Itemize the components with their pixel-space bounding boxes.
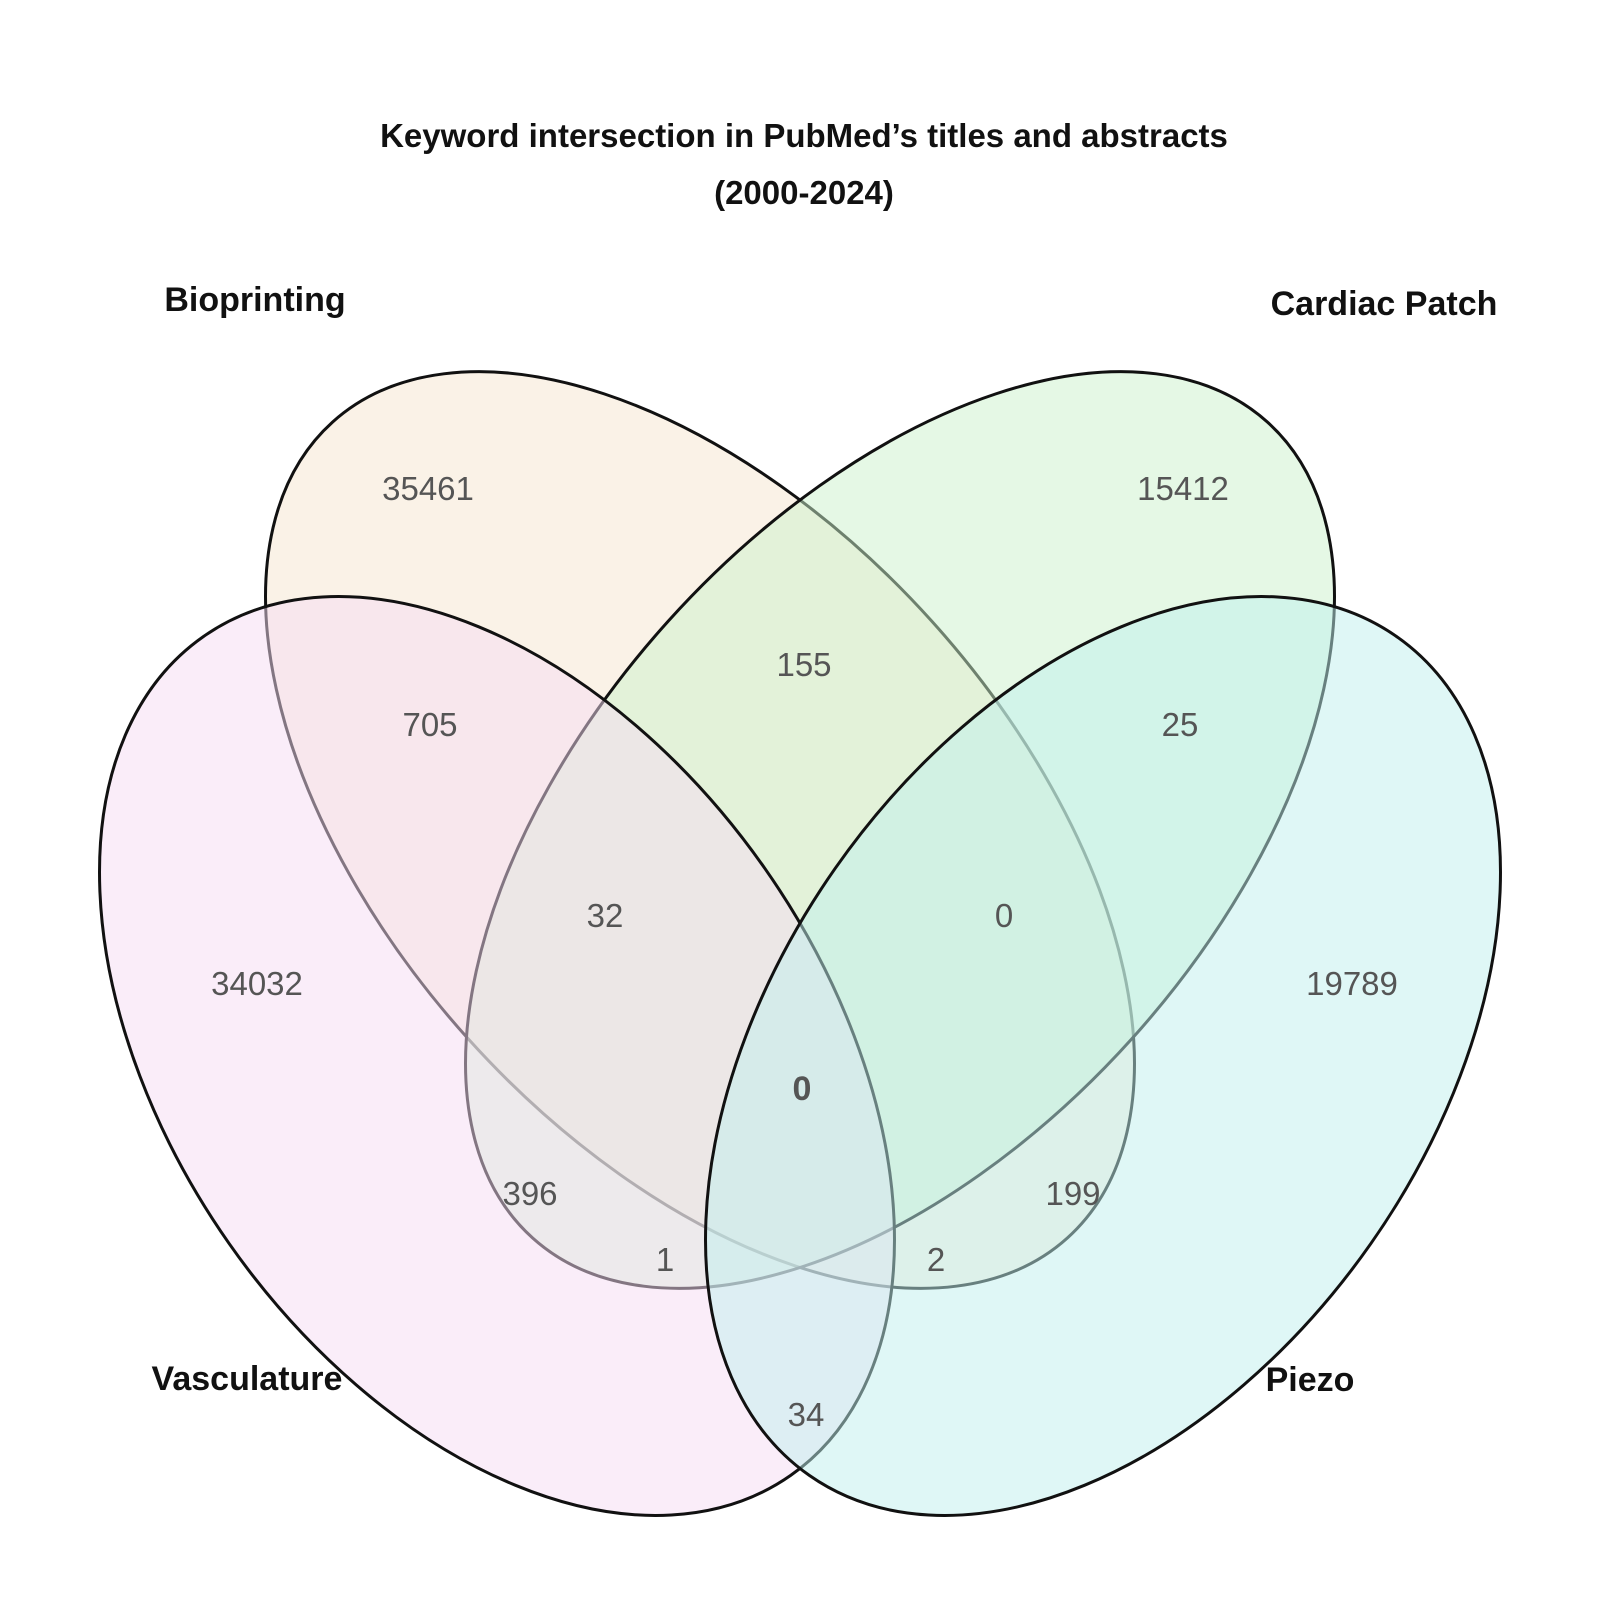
count-cardiac-vasculature: 396 xyxy=(502,1175,557,1212)
count-cardiac-vasculature-piezo: 1 xyxy=(656,1241,674,1278)
set-label-vasculature: Vasculature xyxy=(152,1360,343,1398)
piezo-set-ellipse xyxy=(704,595,1502,1517)
set-label-cardiac-patch: Cardiac Patch xyxy=(1271,285,1498,323)
count-bioprinting-only: 35461 xyxy=(382,470,474,507)
count-vasculature-piezo: 34 xyxy=(788,1396,825,1433)
diagram-title-line-1: Keyword intersection in PubMed’s titles … xyxy=(380,117,1228,154)
diagram-title-line-2: (2000-2024) xyxy=(714,174,894,211)
count-bioprinting-cardiac-piezo: 0 xyxy=(995,897,1013,934)
count-bioprinting-cardiac-vasculature: 32 xyxy=(587,897,624,934)
count-cardiac-only: 15412 xyxy=(1137,470,1229,507)
count-bioprinting-vasculature-piezo: 2 xyxy=(927,1241,945,1278)
count-bioprinting-vasculature: 705 xyxy=(402,706,457,743)
count-bioprinting-piezo: 199 xyxy=(1045,1175,1100,1212)
count-vasculature-only: 34032 xyxy=(211,965,303,1002)
count-bioprinting-cardiac: 155 xyxy=(776,646,831,683)
vasculature-set-ellipse xyxy=(98,595,896,1517)
count-cardiac-piezo: 25 xyxy=(1162,706,1199,743)
set-label-piezo: Piezo xyxy=(1266,1361,1355,1399)
set-label-bioprinting: Bioprinting xyxy=(164,281,345,319)
count-all-four: 0 xyxy=(793,1070,812,1108)
count-piezo-only: 19789 xyxy=(1306,965,1398,1002)
